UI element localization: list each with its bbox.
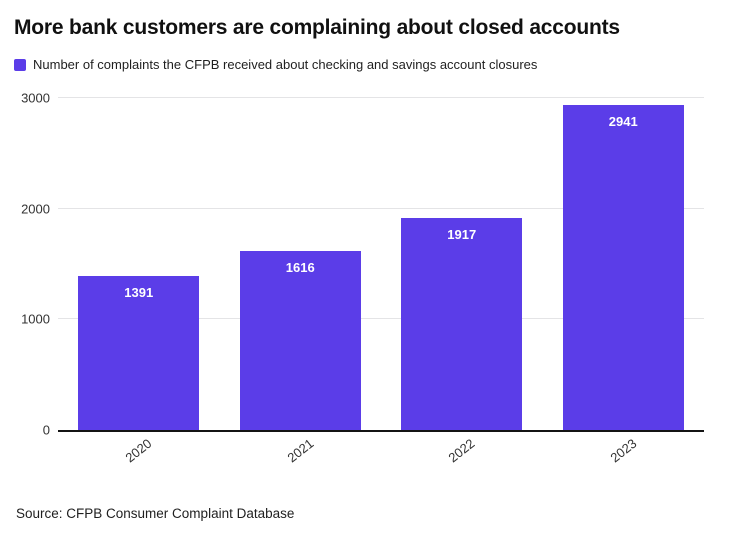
- bar-value-label: 1616: [285, 260, 315, 276]
- gridline: [58, 318, 704, 320]
- x-axis-tick: 2023: [563, 436, 684, 494]
- y-axis-tick-label: 1000: [21, 311, 50, 327]
- y-axis-tick-label: 2000: [21, 201, 50, 217]
- x-axis-tick-label: 2021: [284, 435, 317, 466]
- gridline: [58, 207, 704, 209]
- legend-swatch: [14, 58, 26, 71]
- x-axis: 2020 2021 2022 2023: [58, 432, 704, 494]
- x-axis-tick: 2020: [78, 436, 199, 494]
- y-axis-tick-label: 3000: [21, 90, 50, 106]
- bar-value-label: 2941: [608, 113, 638, 129]
- bar-value-label: 1917: [447, 226, 477, 242]
- legend: Number of complaints the CFPB received a…: [14, 57, 724, 72]
- y-axis: 0 1000 2000 3000: [14, 92, 58, 437]
- x-axis-tick: 2021: [240, 436, 361, 494]
- bars-group: 1391 1616 1917 2941: [58, 98, 704, 430]
- legend-label: Number of complaints the CFPB received a…: [33, 57, 538, 72]
- x-axis-tick-label: 2023: [607, 435, 640, 466]
- bar-2022: 1917: [401, 217, 523, 430]
- bar-value-label: 1391: [124, 285, 154, 301]
- gridline: [58, 97, 704, 98]
- x-axis-tick-label: 2022: [445, 435, 478, 466]
- x-axis-tick: 2022: [401, 436, 522, 494]
- bar-2021: 1616: [239, 251, 361, 430]
- bar-2023: 2941: [562, 104, 684, 430]
- x-axis-tick-label: 2020: [122, 435, 155, 466]
- chart-title: More bank customers are complaining abou…: [14, 16, 620, 39]
- bar-chart: 0 1000 2000 3000 1391 1616 1917 2941: [14, 92, 724, 437]
- y-axis-tick-label: 0: [42, 422, 50, 438]
- bar-2020: 1391: [78, 276, 200, 430]
- source-note: Source: CFPB Consumer Complaint Database: [16, 506, 295, 521]
- plot-area: 1391 1616 1917 2941: [58, 97, 704, 432]
